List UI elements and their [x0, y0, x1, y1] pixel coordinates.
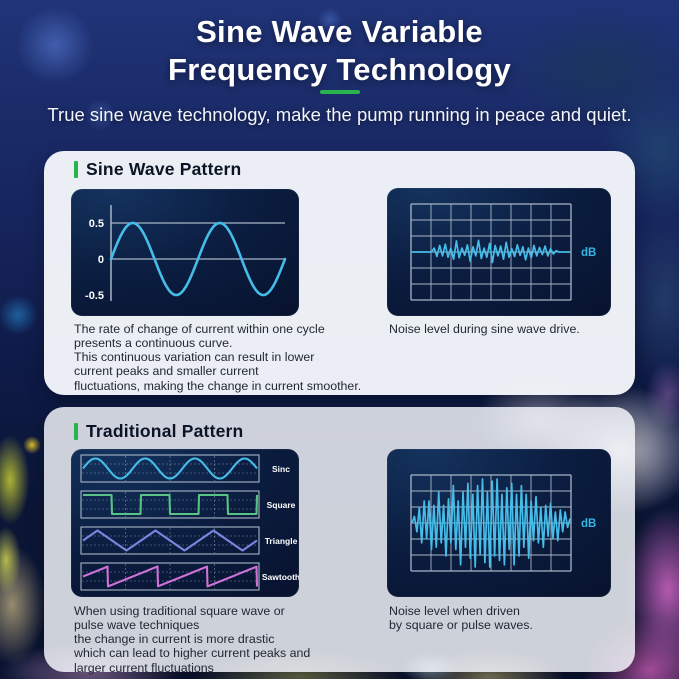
sine-waveform	[109, 221, 287, 297]
traditional-pattern-card: Traditional Pattern Sinc Square Triangle Sa…	[44, 407, 635, 675]
title-underline	[319, 90, 360, 94]
sine-wave-chart-panel: 0.5 0 -0.5	[71, 189, 299, 316]
waveform-label: Sawtooth	[262, 572, 299, 582]
waveform-label: Square	[267, 500, 296, 510]
traditional-waveforms-panel: Sinc Square Triangle Sawtooth	[71, 449, 299, 597]
page-subtitle: True sine wave technology, make the pump…	[47, 104, 632, 125]
accent-bar	[74, 423, 78, 440]
square-noise-chart: dB	[410, 474, 596, 572]
sine-chart-caption: The rate of change of current within one…	[74, 322, 362, 393]
sawtooth-waveform	[82, 565, 259, 588]
card-header: Traditional Pattern	[74, 421, 243, 442]
noise-waveform	[412, 239, 570, 264]
y-tick-label: 0	[98, 254, 104, 266]
accent-bar	[74, 161, 78, 178]
triangle-waveform	[82, 529, 258, 552]
sine-noise-chart: dB	[410, 203, 596, 301]
db-label: dB	[581, 518, 596, 530]
y-tick-label: 0.5	[89, 218, 104, 230]
page-title-line1: Sine Wave Variable	[196, 14, 483, 49]
waveform-label: Triangle	[265, 536, 298, 546]
sine-wave-pattern-card: Sine Wave Pattern 0.5 0 -0.5 dB The rate o…	[44, 151, 635, 395]
sine-noise-caption: Noise level during sine wave drive.	[389, 322, 580, 336]
square-noise-caption: Noise level when driven by square or pul…	[389, 604, 533, 633]
traditional-chart-caption: When using traditional square wave or pu…	[74, 604, 311, 675]
sine-noise-chart-panel: dB	[387, 188, 611, 316]
sine-wave-chart: 0.5 0 -0.5	[85, 205, 287, 302]
sine-waveform	[82, 457, 258, 480]
card-title: Sine Wave Pattern	[86, 159, 242, 179]
y-tick-label: -0.5	[85, 290, 104, 302]
db-label: dB	[581, 247, 596, 259]
card-title: Traditional Pattern	[86, 421, 244, 441]
square-waveform	[82, 493, 259, 516]
square-noise-chart-panel: dB	[387, 449, 611, 597]
hero: Sine Wave Variable Frequency Technology	[0, 13, 679, 89]
traditional-waveforms-chart: Sinc Square Triangle Sawtooth	[80, 454, 299, 591]
page-title-line2: Frequency Technology	[167, 52, 512, 88]
card-header: Sine Wave Pattern	[74, 159, 241, 180]
noise-waveform	[411, 478, 571, 568]
waveform-label: Sinc	[272, 464, 290, 474]
page-title: Sine Wave Variable Frequency Technology	[0, 13, 679, 89]
